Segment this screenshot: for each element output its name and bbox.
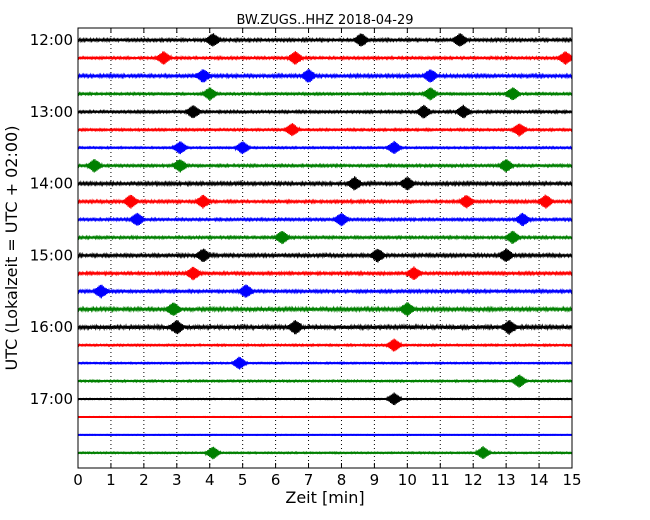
y-tick-label: 12:00 bbox=[30, 31, 73, 49]
x-tick-label: 14 bbox=[530, 471, 549, 489]
chart-title: BW.ZUGS..HHZ 2018-04-29 bbox=[236, 13, 413, 28]
x-tick-label: 1 bbox=[106, 471, 116, 489]
x-tick-label: 15 bbox=[562, 471, 581, 489]
x-tick-label: 2 bbox=[139, 471, 149, 489]
x-tick-label: 10 bbox=[398, 471, 417, 489]
ticks-layer: 0 1 2 3 4 5 6 7 8 9 10 11 12 13 14 1512:0013:0014:0015:… bbox=[30, 28, 582, 489]
y-tick-label: 13:00 bbox=[30, 103, 73, 121]
traces-layer bbox=[77, 33, 573, 460]
x-tick-label: 13 bbox=[497, 471, 516, 489]
x-tick-label: 7 bbox=[304, 471, 314, 489]
x-tick-label: 5 bbox=[238, 471, 248, 489]
x-tick-label: 3 bbox=[172, 471, 182, 489]
x-axis-label: Zeit [min] bbox=[285, 488, 364, 507]
x-tick-label: 0 bbox=[73, 471, 83, 489]
y-tick-label: 17:00 bbox=[30, 390, 73, 408]
y-tick-label: 14:00 bbox=[30, 175, 73, 193]
y-tick-label: 16:00 bbox=[30, 318, 73, 336]
x-tick-label: 9 bbox=[370, 471, 380, 489]
x-tick-label: 11 bbox=[431, 471, 450, 489]
x-tick-label: 6 bbox=[271, 471, 281, 489]
x-tick-label: 8 bbox=[337, 471, 347, 489]
x-tick-label: 4 bbox=[205, 471, 215, 489]
plot-frame bbox=[77, 27, 573, 469]
y-axis-label: UTC (Lokalzeit = UTC + 02:00) bbox=[2, 126, 21, 371]
y-tick-label: 15:00 bbox=[30, 246, 73, 264]
x-tick-label: 12 bbox=[464, 471, 483, 489]
grid-layer bbox=[110, 28, 540, 468]
